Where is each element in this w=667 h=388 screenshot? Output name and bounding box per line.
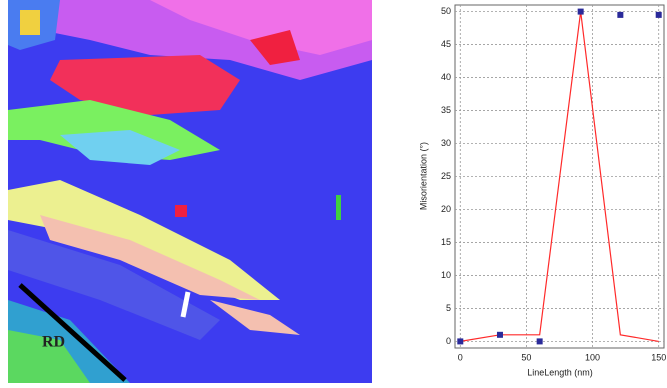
x-axis-label: LineLength (nm) [527,367,593,377]
x-tick-label: 150 [651,352,666,362]
data-point [617,11,624,18]
y-tick-label: 5 [446,303,451,313]
data-point [536,338,543,345]
y-tick-label: 50 [441,6,451,16]
x-tick-label: 0 [458,352,463,362]
y-tick-label: 45 [441,39,451,49]
data-point [457,338,464,345]
data-point [655,11,662,18]
y-tick-label: 20 [441,204,451,214]
y-axis-label: Misorientation (°) [418,142,428,210]
ebsd-map: RD [8,0,372,383]
y-tick-label: 15 [441,237,451,247]
y-tick-label: 25 [441,171,451,181]
y-tick-label: 35 [441,105,451,115]
data-line [460,11,659,342]
data-point [577,8,584,15]
direction-label: RD [42,334,65,351]
x-tick-label: 100 [585,352,600,362]
x-tick-label: 50 [521,352,531,362]
y-tick-label: 0 [446,336,451,346]
data-point [496,331,503,338]
y-tick-label: 10 [441,270,451,280]
y-tick-label: 30 [441,138,451,148]
y-tick-label: 40 [441,72,451,82]
